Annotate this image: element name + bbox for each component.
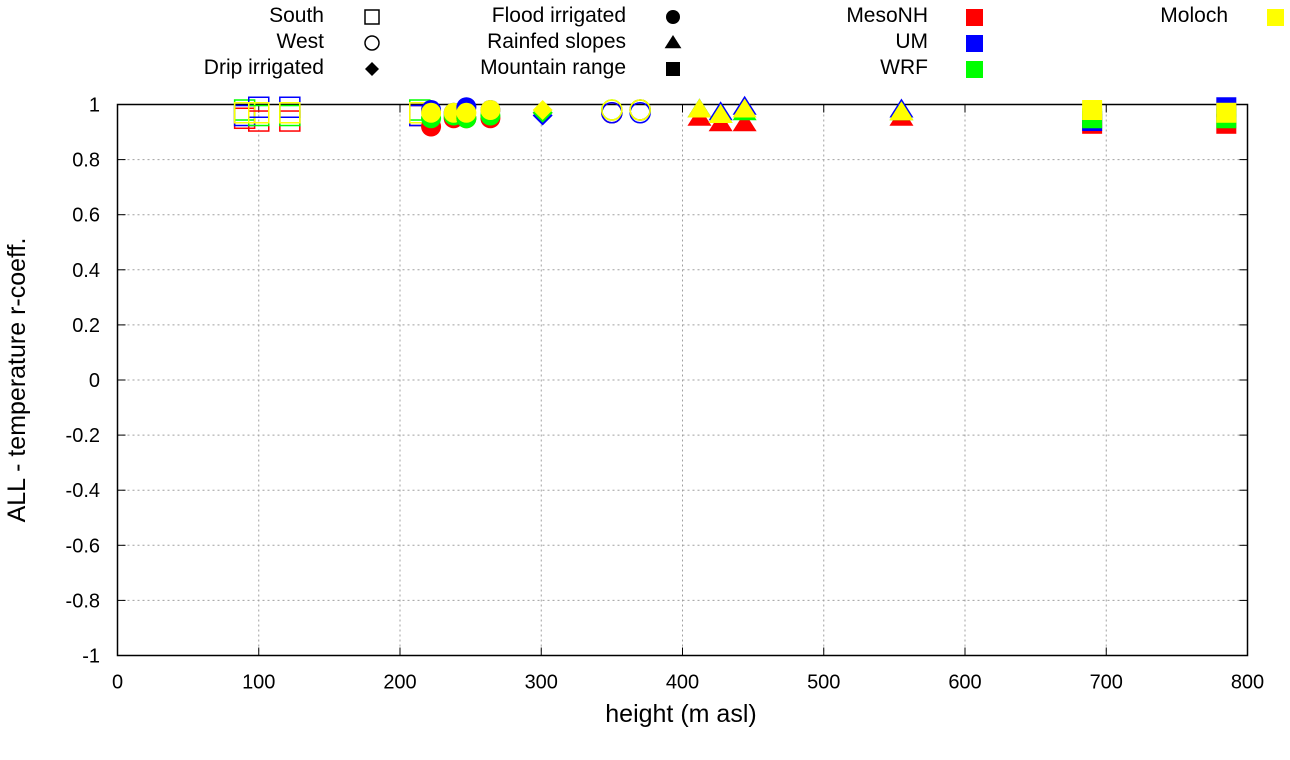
point-group — [248, 96, 270, 132]
y-tick-label: -0.2 — [66, 425, 100, 447]
x-tick-label: 700 — [1090, 672, 1123, 694]
x-tick-label: 200 — [383, 672, 416, 694]
x-axis-label: height (m asl) — [605, 700, 756, 728]
x-tick-label: 500 — [807, 672, 840, 694]
point-group — [601, 99, 623, 124]
legend-open-square-icon — [364, 9, 380, 25]
point-um — [279, 96, 301, 119]
legend-filled-circle-icon — [666, 10, 680, 24]
point-moloch — [732, 98, 757, 118]
y-tick-label: -0.6 — [66, 535, 100, 557]
legend-filled-diamond-icon — [365, 62, 379, 76]
y-tick-label: -1 — [82, 646, 100, 668]
legend-label: South — [269, 4, 324, 27]
point-group — [532, 100, 553, 126]
y-axis-label: ALL - temperature r-coeff. — [3, 238, 31, 523]
point-group — [629, 99, 651, 124]
data-points — [233, 95, 1237, 137]
point-group — [708, 101, 733, 132]
legend-label: Drip irrigated — [204, 56, 324, 79]
legend-color-swatch-icon — [966, 35, 983, 52]
point-moloch — [421, 102, 442, 123]
grid-lines — [117, 104, 1248, 656]
legend-color-swatch-icon — [966, 61, 983, 78]
point-moloch — [480, 100, 501, 121]
point-group — [1216, 97, 1237, 134]
y-tick-label: -0.8 — [66, 590, 100, 612]
y-tick-label: 0.4 — [72, 260, 100, 282]
x-tick-label: 600 — [948, 672, 981, 694]
point-moloch — [1216, 102, 1237, 123]
legend-label: West — [277, 30, 325, 53]
legend-open-circle-icon — [364, 35, 380, 51]
y-tick-label: 0.6 — [72, 205, 100, 227]
point-moloch — [233, 102, 256, 124]
y-tick-label: 0.8 — [72, 150, 100, 172]
legend-label: Rainfed slopes — [487, 30, 626, 53]
legend-color-swatch-icon — [966, 9, 983, 26]
point-moloch — [708, 104, 733, 124]
legend-filled-square-icon — [666, 62, 680, 76]
point-group — [1082, 100, 1103, 134]
legend-label: Flood irrigated — [492, 4, 626, 27]
y-tick-label: -0.4 — [66, 480, 100, 502]
point-group — [480, 100, 501, 129]
point-mesonh — [732, 112, 757, 132]
point-moloch — [532, 100, 553, 121]
y-tick-label: 0.2 — [72, 315, 100, 337]
x-tick-label: 800 — [1231, 672, 1264, 694]
point-group — [456, 97, 477, 129]
point-group — [421, 100, 442, 137]
x-tick-label: 0 — [112, 672, 123, 694]
point-group — [889, 98, 914, 126]
y-tick-label: 0 — [89, 370, 100, 392]
point-group — [279, 96, 301, 132]
point-group — [233, 99, 256, 130]
point-group — [687, 98, 712, 126]
legend-label: MesoNH — [846, 4, 928, 27]
point-mesonh — [279, 110, 301, 132]
point-moloch — [456, 102, 477, 123]
legend-label: Mountain range — [480, 56, 626, 79]
point-moloch — [279, 102, 301, 124]
legend-label: Moloch — [1160, 4, 1228, 27]
x-tick-label: 400 — [666, 672, 699, 694]
point-moloch — [1082, 100, 1103, 121]
point-group — [732, 95, 757, 132]
tick-labels: 0 100 200 300 400 500 600 700 80010.80.60.40.20-… — [66, 95, 1265, 694]
legend: South West Drip irrigated Flood irrigated Ra… — [204, 4, 1284, 79]
legend-label: UM — [895, 30, 928, 53]
legend-filled-triangle-icon — [664, 34, 682, 49]
plot-frame — [116, 103, 1249, 657]
point-moloch — [687, 98, 712, 118]
x-tick-label: 300 — [525, 672, 558, 694]
point-moloch — [248, 102, 270, 124]
x-tick-label: 100 — [242, 672, 275, 694]
point-moloch — [601, 99, 623, 121]
point-moloch — [889, 101, 914, 121]
legend-label: WRF — [880, 56, 928, 79]
y-tick-label: 1 — [89, 95, 100, 117]
legend-color-swatch-icon — [1267, 9, 1284, 26]
point-moloch — [629, 99, 651, 121]
